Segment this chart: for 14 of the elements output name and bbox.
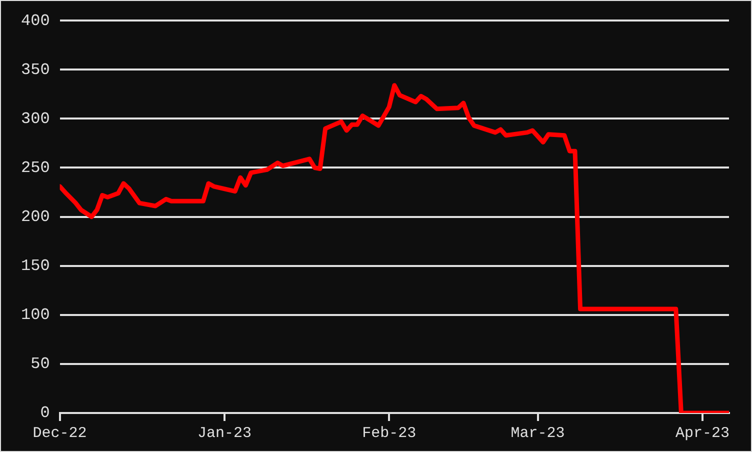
x-tick-label: Apr-23 [675,424,730,442]
y-tick-label: 150 [20,257,50,276]
y-tick-label: 50 [30,355,50,374]
y-tick-label: 100 [20,306,50,324]
y-tick-label: 250 [20,158,50,177]
x-tick-label: Mar-23 [510,424,565,442]
y-tick-label: 350 [20,60,50,79]
x-tick-label: Feb-23 [362,424,416,442]
x-tick-label: Dec-22 [32,424,87,442]
y-tick-label: 0 [40,404,50,422]
y-tick-label: 200 [20,208,50,226]
y-tick-label: 400 [20,12,50,30]
x-tick-label: Jan-23 [197,424,252,442]
y-tick-label: 300 [20,110,50,128]
